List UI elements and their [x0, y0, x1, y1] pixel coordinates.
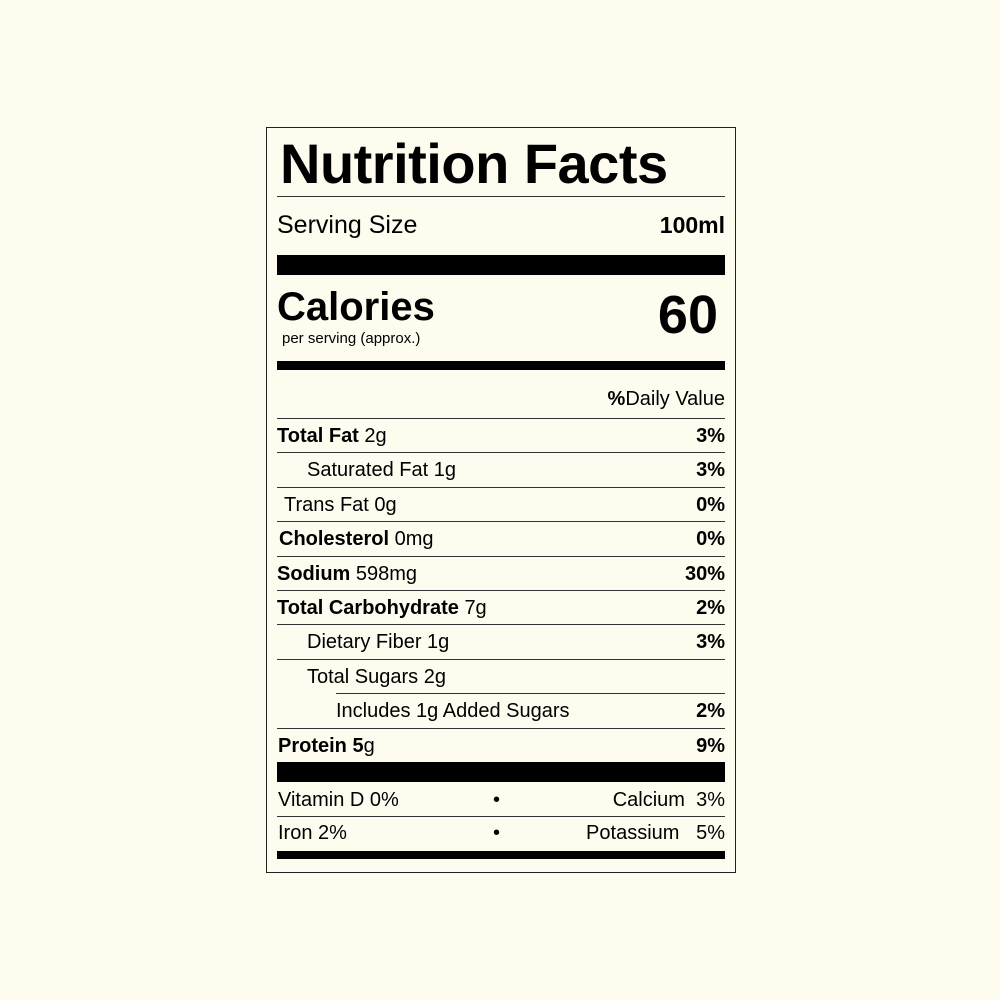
nutrient-daily-value: 3%	[696, 459, 725, 482]
divider	[277, 590, 725, 591]
nutrient-daily-value: 3%	[696, 425, 725, 447]
nutrient-row: Protein 5g	[278, 736, 375, 756]
thick-divider	[277, 762, 725, 782]
nutrient-amount: g	[363, 734, 375, 757]
divider	[277, 452, 725, 454]
nutrient-name: Protein 5	[278, 734, 364, 757]
nutrient-name: Saturated Fat	[307, 459, 429, 482]
nutrient-amount: 1g	[433, 459, 456, 482]
nutrient-name: Total Fat	[277, 425, 359, 447]
potassium: Potassium 5%	[586, 823, 725, 843]
daily-value-header: %Daily Value	[608, 389, 725, 409]
divider	[277, 555, 725, 557]
nutrient-daily-value: 0%	[696, 493, 725, 516]
nutrient-row: Total Sugars 2g	[307, 667, 446, 687]
percent-sign: %	[607, 388, 626, 410]
calcium: Calcium 3%	[613, 790, 725, 810]
nutrient-row: Dietary Fiber 1g	[307, 632, 449, 652]
nutrient-amount: 0g	[374, 493, 397, 516]
nutrient-name: Sodium	[277, 562, 351, 585]
nutrient-daily-value: 9%	[696, 734, 725, 757]
divider	[277, 658, 725, 660]
thick-divider	[277, 361, 725, 370]
nutrient-row: Saturated Fat 1g	[307, 460, 456, 480]
potassium-label: Potassium	[586, 822, 680, 844]
calories-sublabel: per serving (approx.)	[282, 330, 421, 347]
nutrient-amount: 1g	[427, 631, 450, 654]
vitamin-d: Vitamin D 0%	[278, 789, 399, 811]
nutrient-row: Trans Fat 0g	[284, 495, 397, 515]
nutrient-daily-value: 30%	[684, 562, 725, 585]
nutrient-name: Includes 1g Added Sugars	[336, 700, 570, 723]
bullet: •	[493, 822, 501, 844]
nutrient-daily-value: 0%	[696, 528, 725, 551]
divider	[277, 521, 725, 523]
thick-divider	[277, 851, 725, 859]
nutrient-amount: 7g	[464, 597, 487, 619]
nutrient-daily-value: 3%	[696, 631, 725, 654]
nutrient-row: Sodium 598mg	[277, 564, 417, 584]
divider	[277, 418, 725, 419]
divider	[277, 196, 725, 197]
nutrient-amount: 2g	[423, 665, 446, 688]
thick-divider	[277, 255, 725, 275]
nutrient-daily-value: 2%	[696, 700, 725, 723]
calcium-value: 3%	[696, 789, 725, 811]
nutrient-name: Total Sugars	[307, 665, 419, 688]
serving-size-value: 100ml	[659, 212, 725, 238]
nutrient-name: Total Carbohydrate	[277, 597, 459, 619]
divider	[277, 486, 725, 488]
divider	[277, 624, 725, 626]
nutrient-amount: 2g	[364, 425, 387, 447]
daily-value-text: Daily Value	[625, 388, 725, 410]
nutrient-daily-value: 2%	[696, 597, 725, 619]
potassium-value: 5%	[696, 822, 725, 844]
iron: Iron 2%	[278, 822, 347, 844]
nutrient-row: Total Carbohydrate 7g	[277, 598, 487, 618]
nutrient-amount: 598mg	[355, 562, 418, 585]
nutrient-name: Dietary Fiber	[307, 631, 422, 654]
divider	[336, 693, 725, 695]
divider	[277, 816, 725, 817]
nutrient-row: Cholesterol 0mg	[279, 529, 434, 549]
nutrient-row: Total Fat 2g	[277, 426, 387, 446]
nutrition-label	[266, 127, 736, 873]
nutrient-name: Trans Fat	[284, 493, 369, 516]
calcium-label: Calcium	[612, 789, 685, 811]
calories-value: 60	[657, 285, 718, 345]
nutrient-amount: 0mg	[394, 528, 434, 551]
divider	[277, 727, 725, 729]
nutrient-name: Cholesterol	[279, 528, 390, 551]
serving-size-label: Serving Size	[277, 211, 418, 239]
bullet: •	[493, 789, 501, 811]
label-title: Nutrition Facts	[280, 132, 668, 195]
calories-label: Calories	[277, 285, 435, 329]
nutrient-row: Includes 1g Added Sugars	[336, 701, 575, 721]
